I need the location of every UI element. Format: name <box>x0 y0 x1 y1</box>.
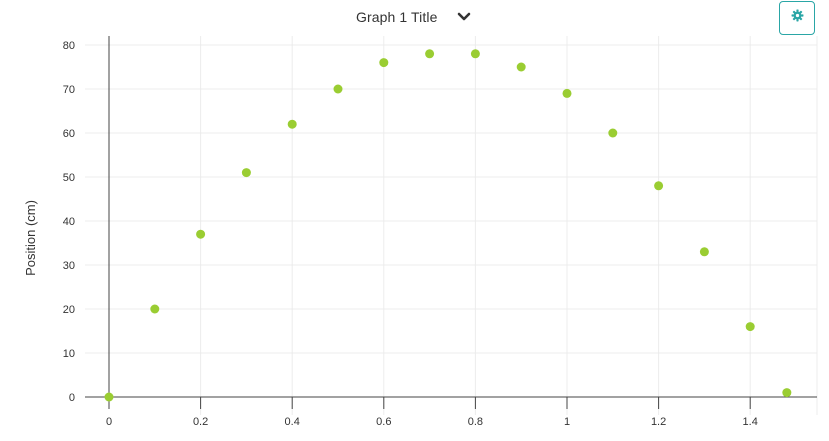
x-tick-label: 1.4 <box>743 416 758 428</box>
data-point[interactable] <box>150 304 160 314</box>
grid-lines <box>85 36 818 415</box>
data-point[interactable] <box>425 49 435 59</box>
data-point[interactable] <box>654 181 664 191</box>
y-tick-label: 0 <box>69 392 75 404</box>
x-tick-label: 0 <box>106 416 112 428</box>
y-tick-label: 70 <box>63 84 75 96</box>
y-tick-label: 40 <box>63 216 75 228</box>
tick-labels: 0 10 20 30 40 50 60 70 80 0 0.2 0.4 0.6 0.8 1 1.2 1.4 <box>63 40 758 428</box>
x-tick-label: 0.6 <box>376 416 391 428</box>
data-point[interactable] <box>333 84 343 94</box>
data-point[interactable] <box>782 388 792 398</box>
data-point[interactable] <box>104 392 114 402</box>
x-tick-label: 0.4 <box>285 416 300 428</box>
data-point[interactable] <box>562 88 572 98</box>
data-point[interactable] <box>699 247 709 257</box>
y-tick-label: 50 <box>63 172 75 184</box>
y-axis-title: Position (cm) <box>23 200 38 276</box>
x-tick-label: 0.2 <box>193 416 208 428</box>
data-point[interactable] <box>608 128 618 138</box>
chevron-down-icon <box>457 10 471 24</box>
y-tick-label: 20 <box>63 304 75 316</box>
axes <box>85 36 817 409</box>
data-point[interactable] <box>196 229 206 239</box>
y-tick-label: 30 <box>63 260 75 272</box>
graph-title: Graph 1 Title <box>356 9 438 25</box>
x-tick-label: 1 <box>564 416 570 428</box>
data-points <box>104 49 792 402</box>
y-tick-label: 60 <box>63 128 75 140</box>
y-tick-label: 80 <box>63 40 75 52</box>
graph-header: Graph 1 Title <box>0 0 829 36</box>
gear-icon <box>791 9 804 27</box>
x-tick-label: 0.8 <box>468 416 483 428</box>
data-point[interactable] <box>470 49 480 59</box>
graph-title-dropdown[interactable]: Graph 1 Title <box>356 9 471 25</box>
data-point[interactable] <box>287 119 297 129</box>
data-point[interactable] <box>745 322 755 332</box>
data-point[interactable] <box>241 168 251 178</box>
data-point[interactable] <box>379 58 389 68</box>
x-tick-label: 1.2 <box>651 416 666 428</box>
settings-button[interactable] <box>779 1 815 35</box>
y-tick-label: 10 <box>63 348 75 360</box>
data-point[interactable] <box>516 62 526 72</box>
